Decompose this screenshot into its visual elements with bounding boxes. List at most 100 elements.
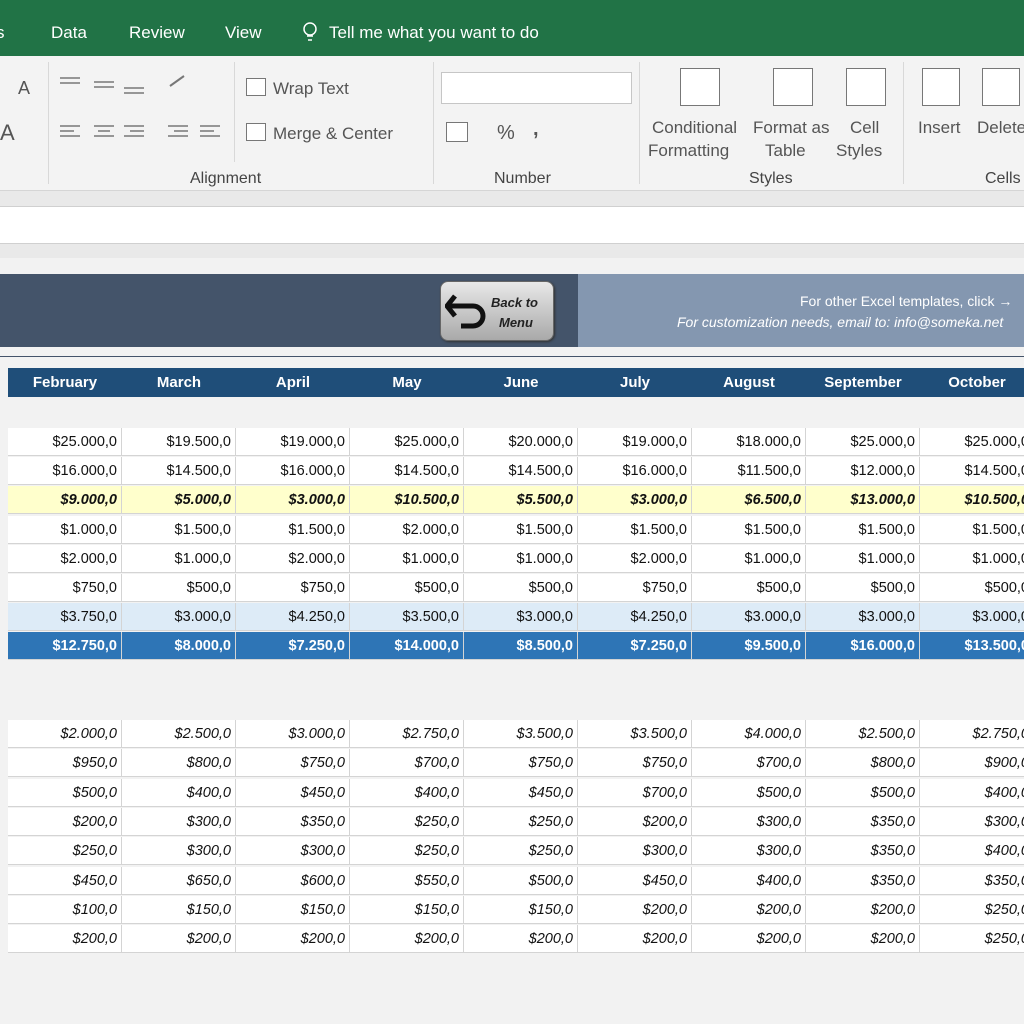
cell-styles[interactable]: Cell: [850, 118, 880, 137]
cell[interactable]: $700,0: [350, 749, 464, 778]
cell[interactable]: $950,0: [8, 749, 122, 778]
cell[interactable]: $500,0: [920, 574, 1024, 602]
cell[interactable]: $3.000,0: [464, 603, 578, 632]
cell[interactable]: $900,0: [920, 749, 1024, 778]
cell[interactable]: $3.500,0: [464, 720, 578, 748]
cell[interactable]: $150,0: [122, 895, 236, 924]
cell[interactable]: $250,0: [464, 837, 578, 866]
cell[interactable]: $14.500,0: [350, 457, 464, 486]
cell[interactable]: $350,0: [806, 807, 920, 836]
cell[interactable]: $350,0: [806, 837, 920, 866]
cell[interactable]: $2.000,0: [236, 544, 350, 573]
cell[interactable]: $200,0: [8, 925, 122, 954]
cell[interactable]: $25.000,0: [920, 428, 1024, 456]
cell[interactable]: $1.000,0: [464, 544, 578, 573]
cell[interactable]: $500,0: [692, 778, 806, 807]
cell[interactable]: $13.000,0: [806, 486, 920, 515]
cell[interactable]: $11.500,0: [692, 457, 806, 486]
cell[interactable]: $750,0: [236, 574, 350, 602]
formula-bar[interactable]: [0, 206, 1024, 244]
cell[interactable]: $5.000,0: [122, 486, 236, 515]
cell[interactable]: $500,0: [806, 778, 920, 807]
cell[interactable]: $25.000,0: [350, 428, 464, 456]
cell[interactable]: $300,0: [578, 837, 692, 866]
cell[interactable]: $20.000,0: [464, 428, 578, 456]
cell[interactable]: $300,0: [122, 837, 236, 866]
cell[interactable]: $200,0: [8, 807, 122, 836]
cell[interactable]: $18.000,0: [692, 428, 806, 456]
cell[interactable]: $550,0: [350, 866, 464, 895]
cell[interactable]: $100,0: [8, 895, 122, 924]
merge-center[interactable]: Merge & Center: [273, 124, 393, 143]
cell[interactable]: $16.000,0: [578, 457, 692, 486]
cell[interactable]: $7.250,0: [236, 632, 350, 661]
cell[interactable]: $200,0: [464, 925, 578, 954]
cell[interactable]: $19.500,0: [122, 428, 236, 456]
tab[interactable]: Review: [129, 23, 185, 42]
cell[interactable]: $750,0: [578, 749, 692, 778]
cell[interactable]: $1.500,0: [122, 515, 236, 544]
cell[interactable]: $350,0: [920, 866, 1024, 895]
percent-style[interactable]: %: [497, 122, 515, 144]
cell[interactable]: $300,0: [920, 807, 1024, 836]
cell[interactable]: $300,0: [122, 807, 236, 836]
cell[interactable]: $19.000,0: [578, 428, 692, 456]
cell[interactable]: $16.000,0: [236, 457, 350, 486]
format-as-table[interactable]: Format as: [753, 118, 830, 137]
cell[interactable]: $2.000,0: [578, 544, 692, 573]
cell[interactable]: $400,0: [122, 778, 236, 807]
cell[interactable]: $750,0: [8, 574, 122, 602]
cell[interactable]: $200,0: [236, 925, 350, 954]
cell[interactable]: $200,0: [806, 895, 920, 924]
banner-text[interactable]: For customization needs, email to: info@…: [677, 314, 1004, 330]
cell[interactable]: $5.500,0: [464, 486, 578, 515]
cell[interactable]: $200,0: [122, 925, 236, 954]
cell[interactable]: $500,0: [692, 574, 806, 602]
cell[interactable]: $450,0: [464, 778, 578, 807]
cell[interactable]: $350,0: [236, 807, 350, 836]
cell[interactable]: $2.500,0: [806, 720, 920, 748]
cell[interactable]: $800,0: [122, 749, 236, 778]
cell[interactable]: $19.000,0: [236, 428, 350, 456]
comma-style[interactable]: ,: [533, 118, 539, 140]
cell[interactable]: $1.500,0: [806, 515, 920, 544]
cell[interactable]: $200,0: [692, 895, 806, 924]
cell[interactable]: $200,0: [578, 895, 692, 924]
cell[interactable]: $1.000,0: [806, 544, 920, 573]
cell[interactable]: $1.500,0: [692, 515, 806, 544]
cell[interactable]: $800,0: [806, 749, 920, 778]
cell[interactable]: $3.000,0: [122, 603, 236, 632]
cell[interactable]: $3.000,0: [806, 603, 920, 632]
tab[interactable]: s: [0, 23, 5, 42]
cell-styles[interactable]: Styles: [836, 141, 883, 160]
cell[interactable]: $9.000,0: [8, 486, 122, 515]
cell[interactable]: $16.000,0: [806, 632, 920, 661]
cell[interactable]: $10.500,0: [920, 486, 1024, 515]
cell[interactable]: $500,0: [464, 574, 578, 602]
cell[interactable]: $250,0: [920, 895, 1024, 924]
cell[interactable]: $1.500,0: [464, 515, 578, 544]
cell[interactable]: $4.250,0: [578, 603, 692, 632]
cell[interactable]: $150,0: [350, 895, 464, 924]
cell[interactable]: $1.500,0: [236, 515, 350, 544]
format-as-table[interactable]: Table: [765, 141, 806, 160]
cell[interactable]: $650,0: [122, 866, 236, 895]
cell[interactable]: $2.500,0: [122, 720, 236, 748]
cell[interactable]: $4.000,0: [692, 720, 806, 748]
cell[interactable]: $1.000,0: [692, 544, 806, 573]
cell[interactable]: $500,0: [806, 574, 920, 602]
cell[interactable]: $200,0: [350, 925, 464, 954]
cell[interactable]: $200,0: [806, 925, 920, 954]
back-button[interactable]: Back to Menu: [440, 281, 554, 341]
cell[interactable]: $750,0: [578, 574, 692, 602]
cell[interactable]: $16.000,0: [8, 457, 122, 486]
cell[interactable]: $300,0: [692, 807, 806, 836]
cell[interactable]: $14.500,0: [464, 457, 578, 486]
delete[interactable]: Delete: [977, 118, 1024, 137]
cell[interactable]: $2.000,0: [8, 720, 122, 748]
cell[interactable]: $250,0: [920, 925, 1024, 954]
font-color[interactable]: A: [0, 120, 15, 145]
cell[interactable]: $400,0: [350, 778, 464, 807]
cell[interactable]: $150,0: [464, 895, 578, 924]
insert[interactable]: Insert: [918, 118, 961, 137]
